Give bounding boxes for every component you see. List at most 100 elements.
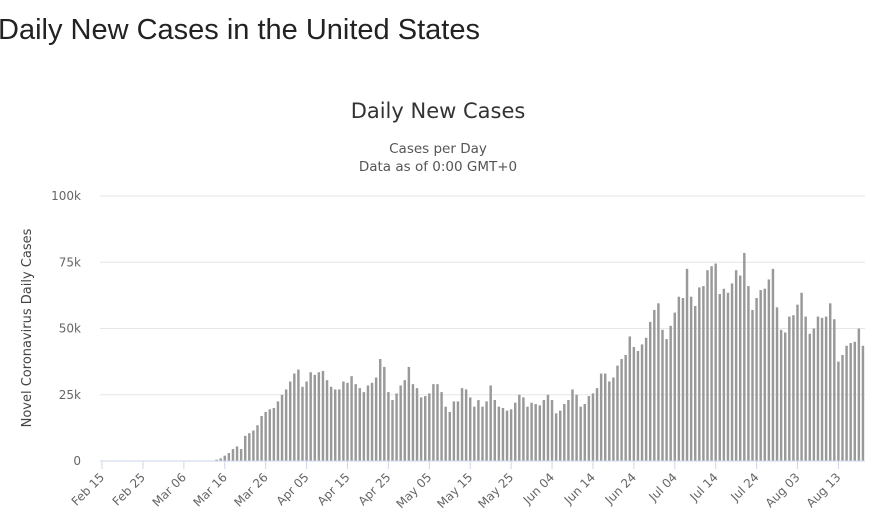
bar[interactable] (526, 406, 529, 461)
bar[interactable] (436, 384, 439, 461)
bar[interactable] (792, 315, 795, 461)
bar[interactable] (640, 344, 644, 461)
bar[interactable] (395, 393, 398, 461)
bar[interactable] (231, 449, 235, 461)
bar[interactable] (804, 316, 807, 461)
bar[interactable] (407, 366, 411, 461)
bar[interactable] (252, 430, 255, 461)
bar[interactable] (820, 317, 824, 461)
bar[interactable] (734, 270, 738, 461)
bar[interactable] (493, 400, 496, 461)
bar[interactable] (518, 394, 521, 461)
bar[interactable] (653, 309, 656, 461)
bar[interactable] (452, 401, 456, 462)
bar[interactable] (444, 406, 447, 461)
bar[interactable] (399, 385, 402, 461)
bar[interactable] (342, 381, 345, 462)
bar[interactable] (595, 388, 599, 462)
bar[interactable] (366, 385, 370, 461)
bar[interactable] (428, 393, 431, 461)
bar[interactable] (567, 400, 570, 461)
bar[interactable] (726, 292, 730, 461)
bar[interactable] (861, 345, 865, 461)
bar[interactable] (374, 377, 378, 461)
bar[interactable] (424, 396, 427, 461)
bar[interactable] (338, 389, 341, 461)
bar[interactable] (411, 384, 415, 461)
bar[interactable] (272, 408, 276, 461)
bar[interactable] (542, 400, 546, 461)
bar[interactable] (485, 401, 488, 462)
bar[interactable] (833, 319, 836, 461)
bar[interactable] (289, 381, 292, 462)
bar[interactable] (722, 288, 726, 461)
bar[interactable] (698, 287, 701, 461)
bar[interactable] (784, 332, 787, 461)
bar[interactable] (620, 358, 623, 461)
bar[interactable] (534, 404, 537, 461)
bar[interactable] (522, 397, 525, 461)
bar[interactable] (297, 369, 300, 461)
bar[interactable] (473, 406, 476, 461)
bar[interactable] (538, 405, 541, 461)
bar[interactable] (824, 316, 828, 461)
bar[interactable] (706, 270, 709, 461)
bar[interactable] (501, 408, 505, 461)
bar[interactable] (612, 377, 615, 461)
bar[interactable] (293, 373, 296, 461)
bar[interactable] (677, 296, 681, 461)
bar[interactable] (264, 411, 267, 461)
bar[interactable] (550, 400, 554, 461)
bar[interactable] (808, 333, 811, 461)
bar[interactable] (587, 396, 591, 461)
bar[interactable] (649, 321, 652, 462)
bar[interactable] (669, 325, 672, 461)
bar[interactable] (747, 286, 750, 461)
bar[interactable] (309, 372, 312, 461)
bar[interactable] (628, 336, 631, 461)
bar[interactable] (800, 292, 803, 461)
bar[interactable] (223, 455, 226, 461)
bar[interactable] (759, 290, 762, 461)
bar[interactable] (403, 380, 406, 461)
bar[interactable] (616, 365, 619, 461)
bar[interactable] (464, 389, 468, 461)
bar[interactable] (689, 296, 693, 461)
bar[interactable] (280, 394, 284, 461)
bar[interactable] (415, 388, 419, 462)
bar[interactable] (248, 433, 251, 461)
bar[interactable] (779, 329, 783, 461)
bar[interactable] (391, 400, 394, 461)
bar[interactable] (788, 316, 791, 461)
bar[interactable] (718, 294, 721, 461)
bar[interactable] (771, 268, 775, 462)
bar[interactable] (608, 381, 611, 462)
bar[interactable] (350, 376, 353, 461)
bar[interactable] (681, 298, 685, 461)
bar[interactable] (579, 406, 582, 461)
bar[interactable] (591, 393, 595, 461)
bar[interactable] (755, 298, 758, 461)
bar[interactable] (714, 263, 717, 461)
bar[interactable] (244, 435, 247, 461)
bar[interactable] (460, 388, 464, 462)
bar[interactable] (419, 397, 423, 461)
bar[interactable] (583, 404, 586, 461)
bar[interactable] (227, 453, 231, 461)
bar[interactable] (239, 449, 243, 461)
bar[interactable] (358, 388, 361, 462)
bar[interactable] (739, 275, 742, 462)
bar[interactable] (215, 459, 218, 461)
bar[interactable] (370, 382, 374, 461)
bar[interactable] (379, 358, 382, 461)
bar[interactable] (268, 409, 271, 461)
bar[interactable] (816, 316, 820, 461)
bar[interactable] (477, 400, 480, 461)
bar[interactable] (489, 385, 492, 461)
bar[interactable] (661, 329, 664, 461)
bar[interactable] (563, 404, 566, 461)
bar[interactable] (857, 328, 861, 462)
bar[interactable] (301, 386, 304, 461)
bar[interactable] (235, 446, 239, 461)
bar[interactable] (853, 341, 856, 461)
